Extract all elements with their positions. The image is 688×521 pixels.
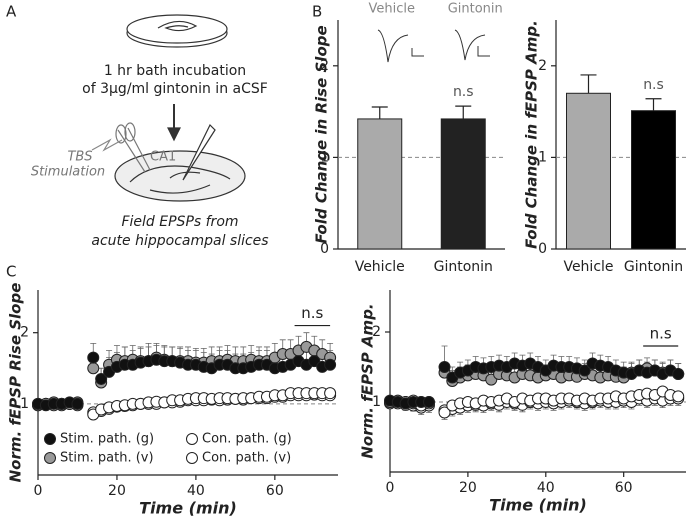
point (438, 406, 451, 419)
x-tick-label: 40 (187, 483, 205, 499)
point (438, 361, 451, 373)
y-tick-label: 0 (538, 241, 547, 257)
point (71, 397, 84, 410)
y-tick-label: 2 (320, 58, 329, 74)
diagram-text: 1 hr bath incubation (104, 63, 246, 79)
error-bar (455, 105, 472, 119)
bar (631, 110, 676, 250)
diagram-text: of 3μg/ml gintonin in aCSF (82, 81, 268, 97)
point (87, 362, 100, 375)
y-axis-label: Fold Change in Rise Slope (313, 25, 331, 243)
diagram-text: Field EPSPs from (121, 214, 238, 230)
point (672, 368, 685, 380)
y-tick-label: 1 (372, 394, 381, 410)
panel-label: A (6, 3, 17, 21)
legend-marker (186, 433, 198, 445)
y-tick-label: 2 (20, 325, 29, 341)
annotation: n.s (301, 304, 323, 322)
error-bar (371, 106, 388, 119)
diagram-text: acute hippocampal slices (91, 233, 268, 249)
y-axis-label: Norm. fEPSP Rise Slope (7, 283, 25, 483)
y-tick-label: 1 (20, 396, 29, 412)
x-tick-label: 40 (537, 480, 555, 496)
bar (566, 92, 611, 250)
x-tick-label: Vehicle (563, 259, 613, 275)
x-tick-label: 0 (34, 483, 43, 499)
legend-label: Con. path. (g) (202, 432, 292, 447)
legend-marker (44, 433, 56, 445)
diagram-text: TBS (67, 150, 92, 165)
y-tick-label: 1 (320, 149, 329, 165)
point (672, 390, 685, 403)
annotation: n.s (650, 325, 672, 343)
point (578, 364, 591, 377)
x-tick-label: Gintonin (434, 259, 493, 275)
x-tick-label: 20 (459, 480, 477, 496)
error-bar (580, 74, 597, 94)
bar (440, 118, 486, 250)
x-axis-label: Time (min) (139, 499, 237, 518)
y-axis-label: Fold Change in fEPSP Amp. (523, 20, 541, 249)
x-tick-label: 0 (386, 480, 395, 496)
y-tick-label: 0 (320, 241, 329, 257)
legend-label: Stim. path. (v) (60, 451, 154, 466)
y-tick-label: 2 (372, 324, 381, 340)
point (95, 372, 108, 385)
x-tick-label: 60 (266, 483, 284, 499)
x-tick-label: Gintonin (624, 259, 683, 275)
y-tick-label: 1 (538, 149, 547, 165)
point (324, 387, 337, 400)
x-axis-label: Time (min) (489, 496, 587, 515)
legend-marker (186, 452, 198, 464)
annotation: n.s (643, 77, 664, 93)
panel-label: B (312, 3, 322, 21)
diagram-text: Stimulation (31, 165, 105, 180)
y-axis-label: Norm. fEPSP Amp. (359, 303, 377, 458)
y-tick-label: 2 (538, 58, 547, 74)
x-tick-label: 60 (615, 480, 633, 496)
point (324, 358, 337, 371)
diagram-text: CA1 (150, 150, 176, 165)
legend-marker (44, 452, 56, 464)
annotation: n.s (453, 84, 474, 100)
error-bar (645, 98, 662, 111)
legend-label: Stim. path. (g) (60, 432, 154, 447)
panel-label: C (6, 263, 16, 281)
point (87, 351, 100, 364)
diagram (91, 14, 246, 202)
x-tick-label: 20 (108, 483, 126, 499)
trace-label: Vehicle (369, 2, 416, 17)
x-tick-label: Vehicle (355, 259, 405, 275)
trace-label: Gintonin (448, 2, 503, 17)
legend-label: Con. path. (v) (202, 451, 291, 466)
bar (357, 118, 403, 250)
trace-insets (377, 29, 490, 63)
point (422, 396, 435, 408)
